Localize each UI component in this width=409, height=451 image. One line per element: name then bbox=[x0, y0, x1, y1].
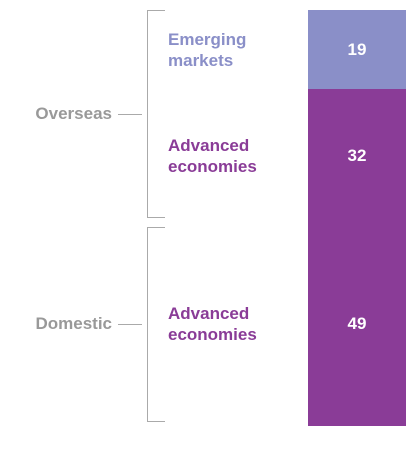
segment-label: Emerging markets bbox=[168, 29, 247, 70]
value-label: 49 bbox=[347, 314, 367, 334]
bar-segment bbox=[308, 222, 406, 426]
bracket bbox=[147, 217, 165, 219]
segment-label: Advanced economies bbox=[168, 135, 257, 176]
bar-segment bbox=[308, 89, 406, 223]
value-label: 19 bbox=[347, 39, 367, 59]
segment-label: Advanced economies bbox=[168, 304, 257, 345]
bar-segment bbox=[308, 10, 406, 90]
bracket bbox=[147, 10, 148, 218]
bracket bbox=[118, 113, 142, 115]
bracket bbox=[147, 421, 165, 422]
bracket bbox=[147, 10, 165, 11]
bracket bbox=[147, 227, 165, 229]
group-label: Domestic bbox=[35, 314, 112, 334]
bracket bbox=[118, 324, 142, 326]
bracket bbox=[147, 227, 148, 421]
value-label: 32 bbox=[347, 145, 367, 165]
group-label: Overseas bbox=[35, 103, 112, 123]
